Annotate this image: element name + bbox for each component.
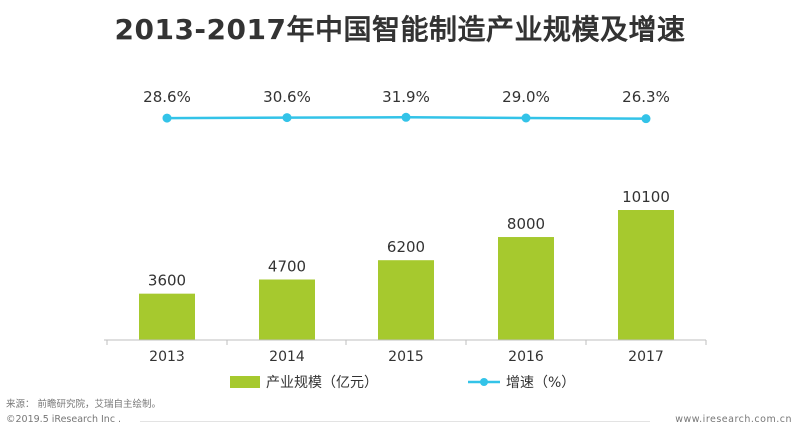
bar-2014	[259, 279, 315, 340]
website-link[interactable]: www.iresearch.com.cn	[675, 414, 792, 425]
x-tick-2017: 2017	[628, 349, 664, 365]
bar-layer: 3600 4700 6200 8000 10100	[139, 188, 674, 340]
footer-divider	[140, 421, 650, 422]
legend-line-marker	[480, 378, 488, 386]
growth-label-2017: 26.3%	[622, 88, 670, 106]
growth-label-2013: 28.6%	[143, 88, 191, 106]
legend-bar-label: 产业规模（亿元）	[266, 375, 378, 391]
x-tick-2014: 2014	[269, 349, 305, 365]
x-tick-2015: 2015	[388, 349, 424, 365]
growth-point-2015	[401, 112, 411, 122]
growth-point-2016	[521, 113, 531, 123]
legend: 产业规模（亿元） 增速（%）	[230, 375, 575, 391]
bar-label-2015: 6200	[387, 238, 425, 256]
growth-label-2015: 31.9%	[382, 88, 430, 106]
bar-2017	[618, 210, 674, 340]
copyright-note: ©2019.5 iResearch Inc .	[6, 414, 122, 425]
growth-label-2016: 29.0%	[502, 88, 550, 106]
growth-point-2013	[162, 113, 172, 123]
chart-title: 2013-2017年中国智能制造产业规模及增速	[114, 13, 686, 46]
growth-point-2017	[641, 114, 651, 124]
growth-line-layer: 28.6% 30.6% 31.9% 29.0% 26.3%	[143, 88, 670, 124]
bar-2015	[378, 260, 434, 340]
bar-label-2016: 8000	[507, 215, 545, 233]
x-tick-2013: 2013	[149, 349, 185, 365]
bar-label-2014: 4700	[268, 258, 306, 276]
source-note: 来源： 前瞻研究院，艾瑞自主绘制。	[6, 399, 162, 410]
legend-bar-swatch	[230, 376, 260, 388]
x-tick-2016: 2016	[508, 349, 544, 365]
bar-2013	[139, 293, 195, 340]
bar-label-2013: 3600	[148, 272, 186, 290]
growth-point-2014	[282, 113, 292, 123]
bar-2016	[498, 237, 554, 340]
growth-label-2014: 30.6%	[263, 88, 311, 106]
legend-line-label: 增速（%）	[506, 375, 575, 391]
bar-label-2017: 10100	[622, 188, 670, 206]
x-tick-layer: 2013 2014 2015 2016 2017	[106, 340, 707, 365]
